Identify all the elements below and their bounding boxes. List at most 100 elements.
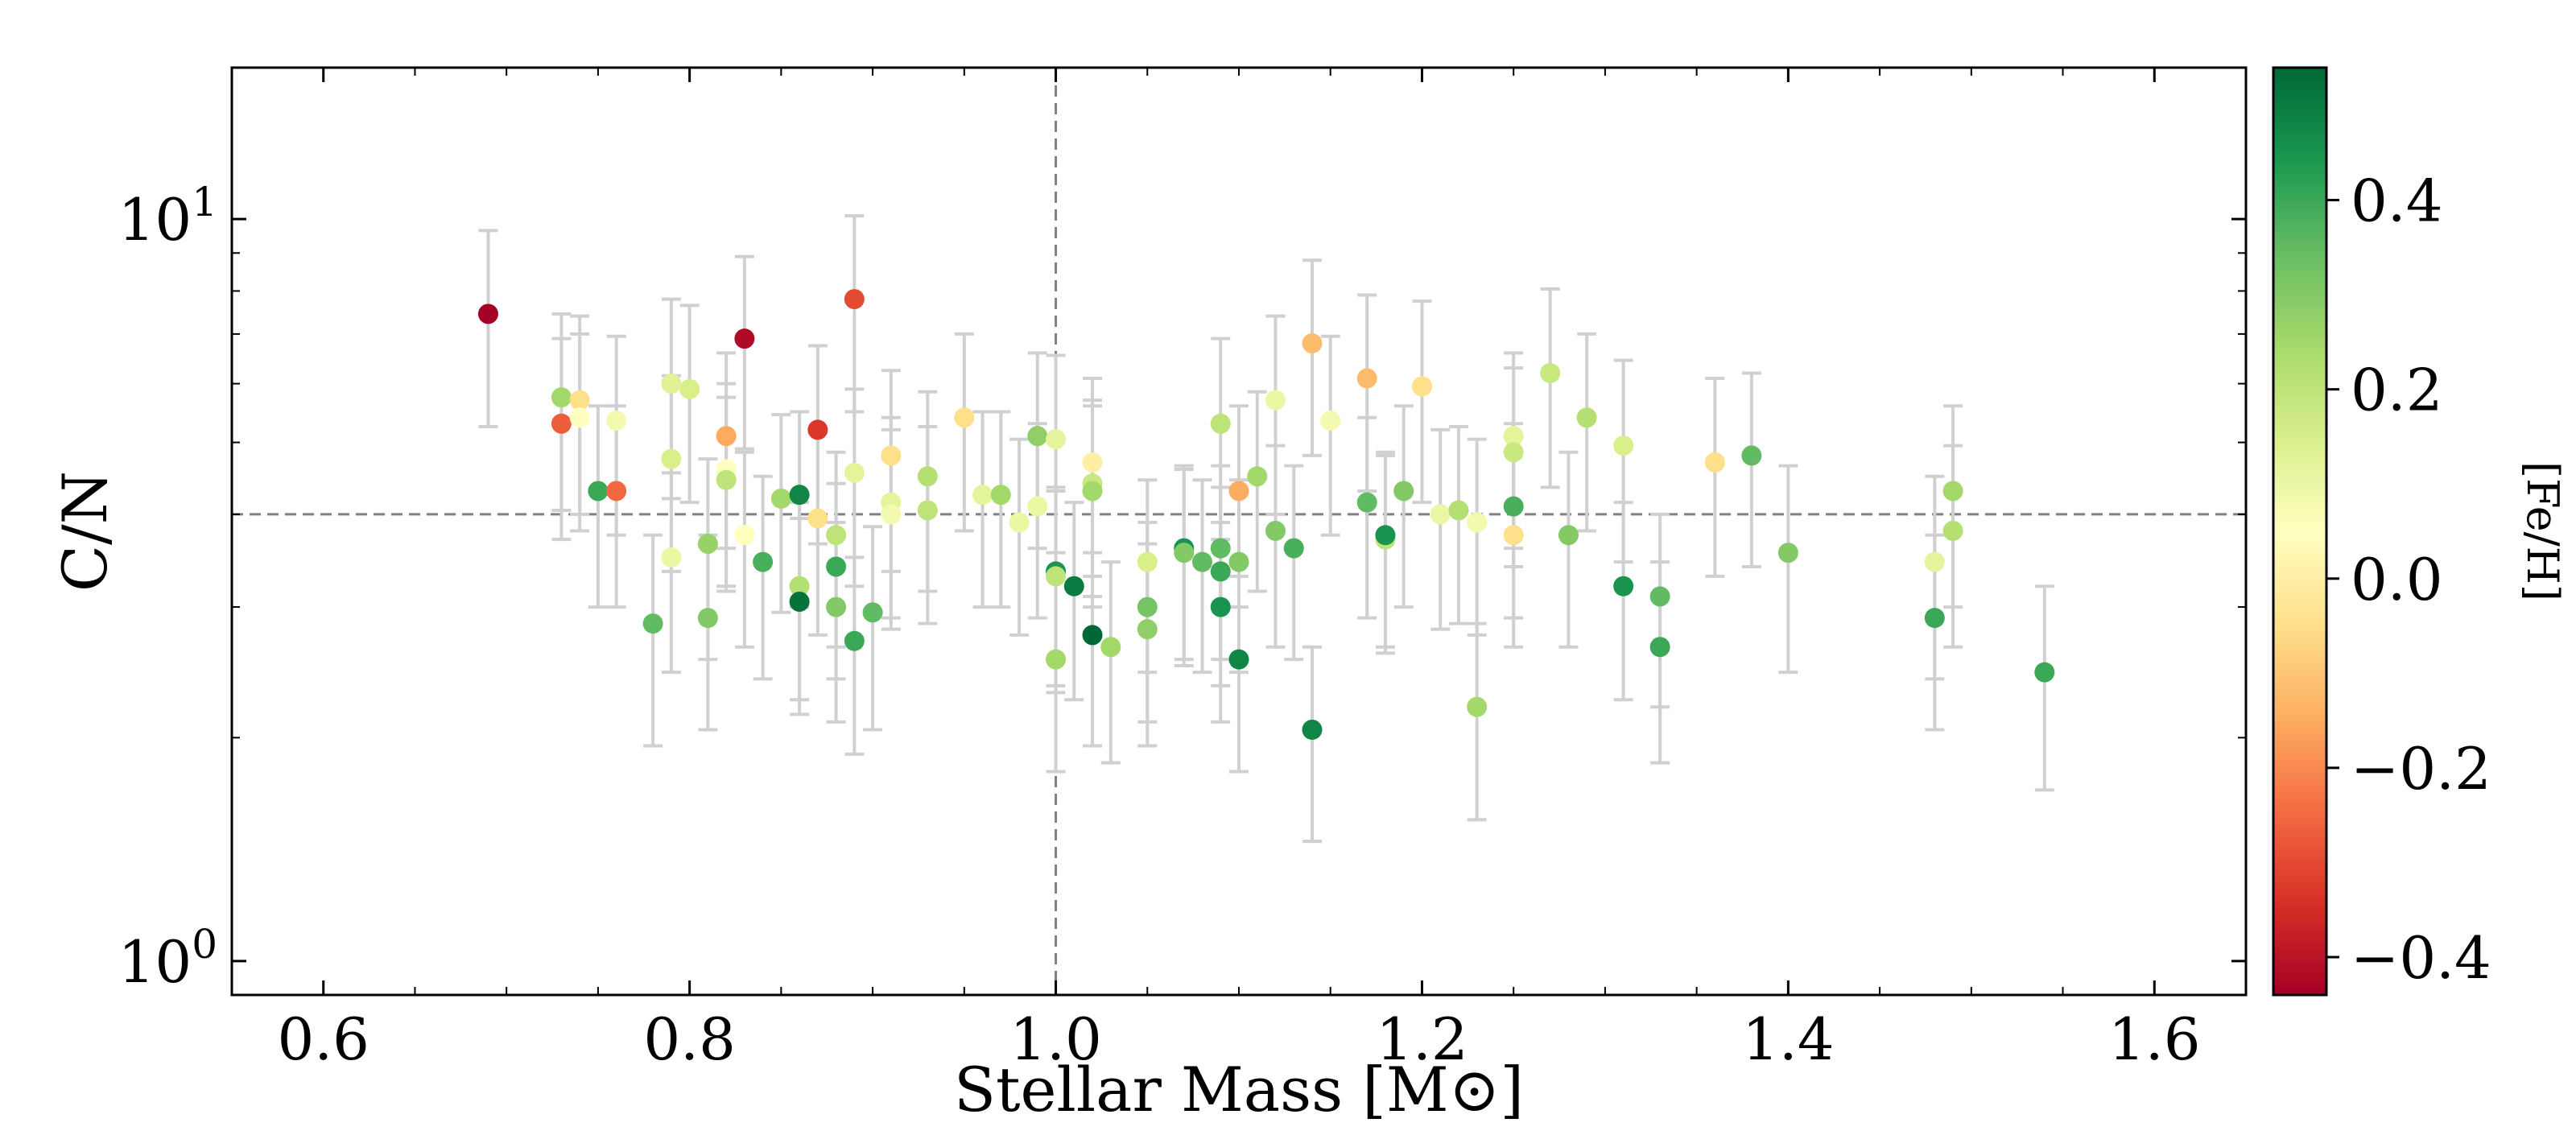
error-bar [1375, 450, 1395, 649]
data-point [1210, 413, 1231, 434]
data-point [716, 469, 737, 490]
data-point [661, 448, 682, 469]
error-bar [734, 450, 754, 649]
error-bar [1229, 574, 1249, 774]
error-bar [1705, 376, 1725, 578]
error-bar [1284, 464, 1304, 662]
error-bar [1741, 371, 1761, 568]
error-bar [606, 404, 626, 609]
data-point [1210, 561, 1231, 582]
data-point [844, 462, 865, 483]
data-point [661, 547, 682, 568]
data-point [606, 481, 627, 502]
data-point [1503, 496, 1524, 517]
error-bar [698, 533, 718, 732]
error-bar [551, 336, 572, 542]
error-bar [1247, 390, 1267, 593]
plot-area [232, 68, 2246, 995]
data-point [807, 508, 828, 529]
error-bar [478, 229, 498, 429]
data-point [1430, 504, 1451, 525]
data-point [642, 613, 663, 634]
data-point [1375, 525, 1396, 546]
data-point [1613, 576, 1634, 596]
x-tick-label: 1.4 [1742, 1005, 1835, 1073]
error-bar [570, 332, 590, 533]
error-bar [1046, 574, 1066, 774]
data-point [551, 413, 572, 434]
data-point [826, 596, 847, 617]
axes: 0.6 0.8 1.0 1.2 1.4 1.6 100 101 [118, 66, 2248, 1073]
error-bar [753, 474, 773, 681]
data-point [789, 576, 810, 596]
error-bar [1100, 560, 1121, 765]
error-bar [1393, 404, 1414, 609]
y-tick-label: 100 [118, 921, 217, 996]
data-point [1228, 649, 1249, 670]
data-point [770, 488, 791, 509]
colorbar: −0.4 −0.2 0.0 0.2 0.4 [2272, 66, 2491, 997]
colorbar-tick-label: −0.4 [2351, 924, 2491, 992]
data-point [1503, 525, 1524, 546]
colorbar-tick-label: −0.2 [2351, 735, 2491, 803]
error-bar [844, 214, 865, 414]
data-point [697, 534, 718, 555]
data-point [881, 445, 902, 466]
error-bar [1778, 464, 1798, 675]
data-point [826, 556, 847, 577]
data-point [1924, 608, 1945, 629]
data-point [1228, 481, 1249, 502]
data-point [1393, 481, 1414, 502]
error-bar [1577, 332, 1597, 533]
error-bar [1540, 287, 1560, 489]
x-axis-label: Stellar Mass [M⊙] [954, 1054, 1524, 1125]
data-point [753, 551, 774, 572]
error-bar [1467, 621, 1487, 822]
data-point [1448, 500, 1469, 521]
data-point [734, 328, 755, 349]
error-bar [1430, 427, 1451, 631]
error-bar [588, 404, 608, 609]
colorbar-gradient [2272, 66, 2328, 997]
data-point [551, 387, 572, 408]
error-bar [1467, 437, 1487, 637]
error-bar [972, 410, 993, 609]
data-point [1009, 512, 1030, 533]
data-point [844, 630, 865, 651]
error-bar [679, 303, 700, 505]
data-point [1302, 719, 1323, 740]
data-point [826, 525, 847, 546]
data-point [1777, 543, 1798, 563]
data-point [1174, 543, 1195, 563]
data-point [1613, 435, 1634, 456]
error-bar [1613, 501, 1633, 702]
data-point [1082, 452, 1103, 473]
data-point [1576, 407, 1597, 428]
data-point [881, 504, 902, 525]
error-bar [1302, 645, 1322, 844]
data-point [1467, 512, 1488, 533]
colorbar-label: [Fe/H] [2517, 461, 2568, 601]
error-bar [863, 525, 883, 732]
data-point [1411, 376, 1432, 397]
data-point [697, 608, 718, 629]
data-point [1649, 586, 1670, 607]
data-point [844, 289, 865, 310]
error-bar [1302, 258, 1322, 457]
x-tick-label: 0.6 [277, 1005, 369, 1073]
error-bar [826, 521, 846, 724]
data-point [1192, 551, 1213, 572]
data-point [588, 481, 609, 502]
data-point [569, 390, 590, 411]
error-bar [1265, 444, 1286, 649]
data-point [1100, 637, 1121, 658]
data-point [1649, 637, 1670, 658]
colorbar-tick-label: 0.4 [2351, 167, 2443, 235]
data-point [1924, 551, 1945, 572]
y-tick-label: 101 [118, 179, 217, 254]
data-point [1082, 625, 1103, 646]
data-point [917, 466, 938, 487]
data-point [1210, 538, 1231, 559]
data-point [716, 426, 737, 447]
